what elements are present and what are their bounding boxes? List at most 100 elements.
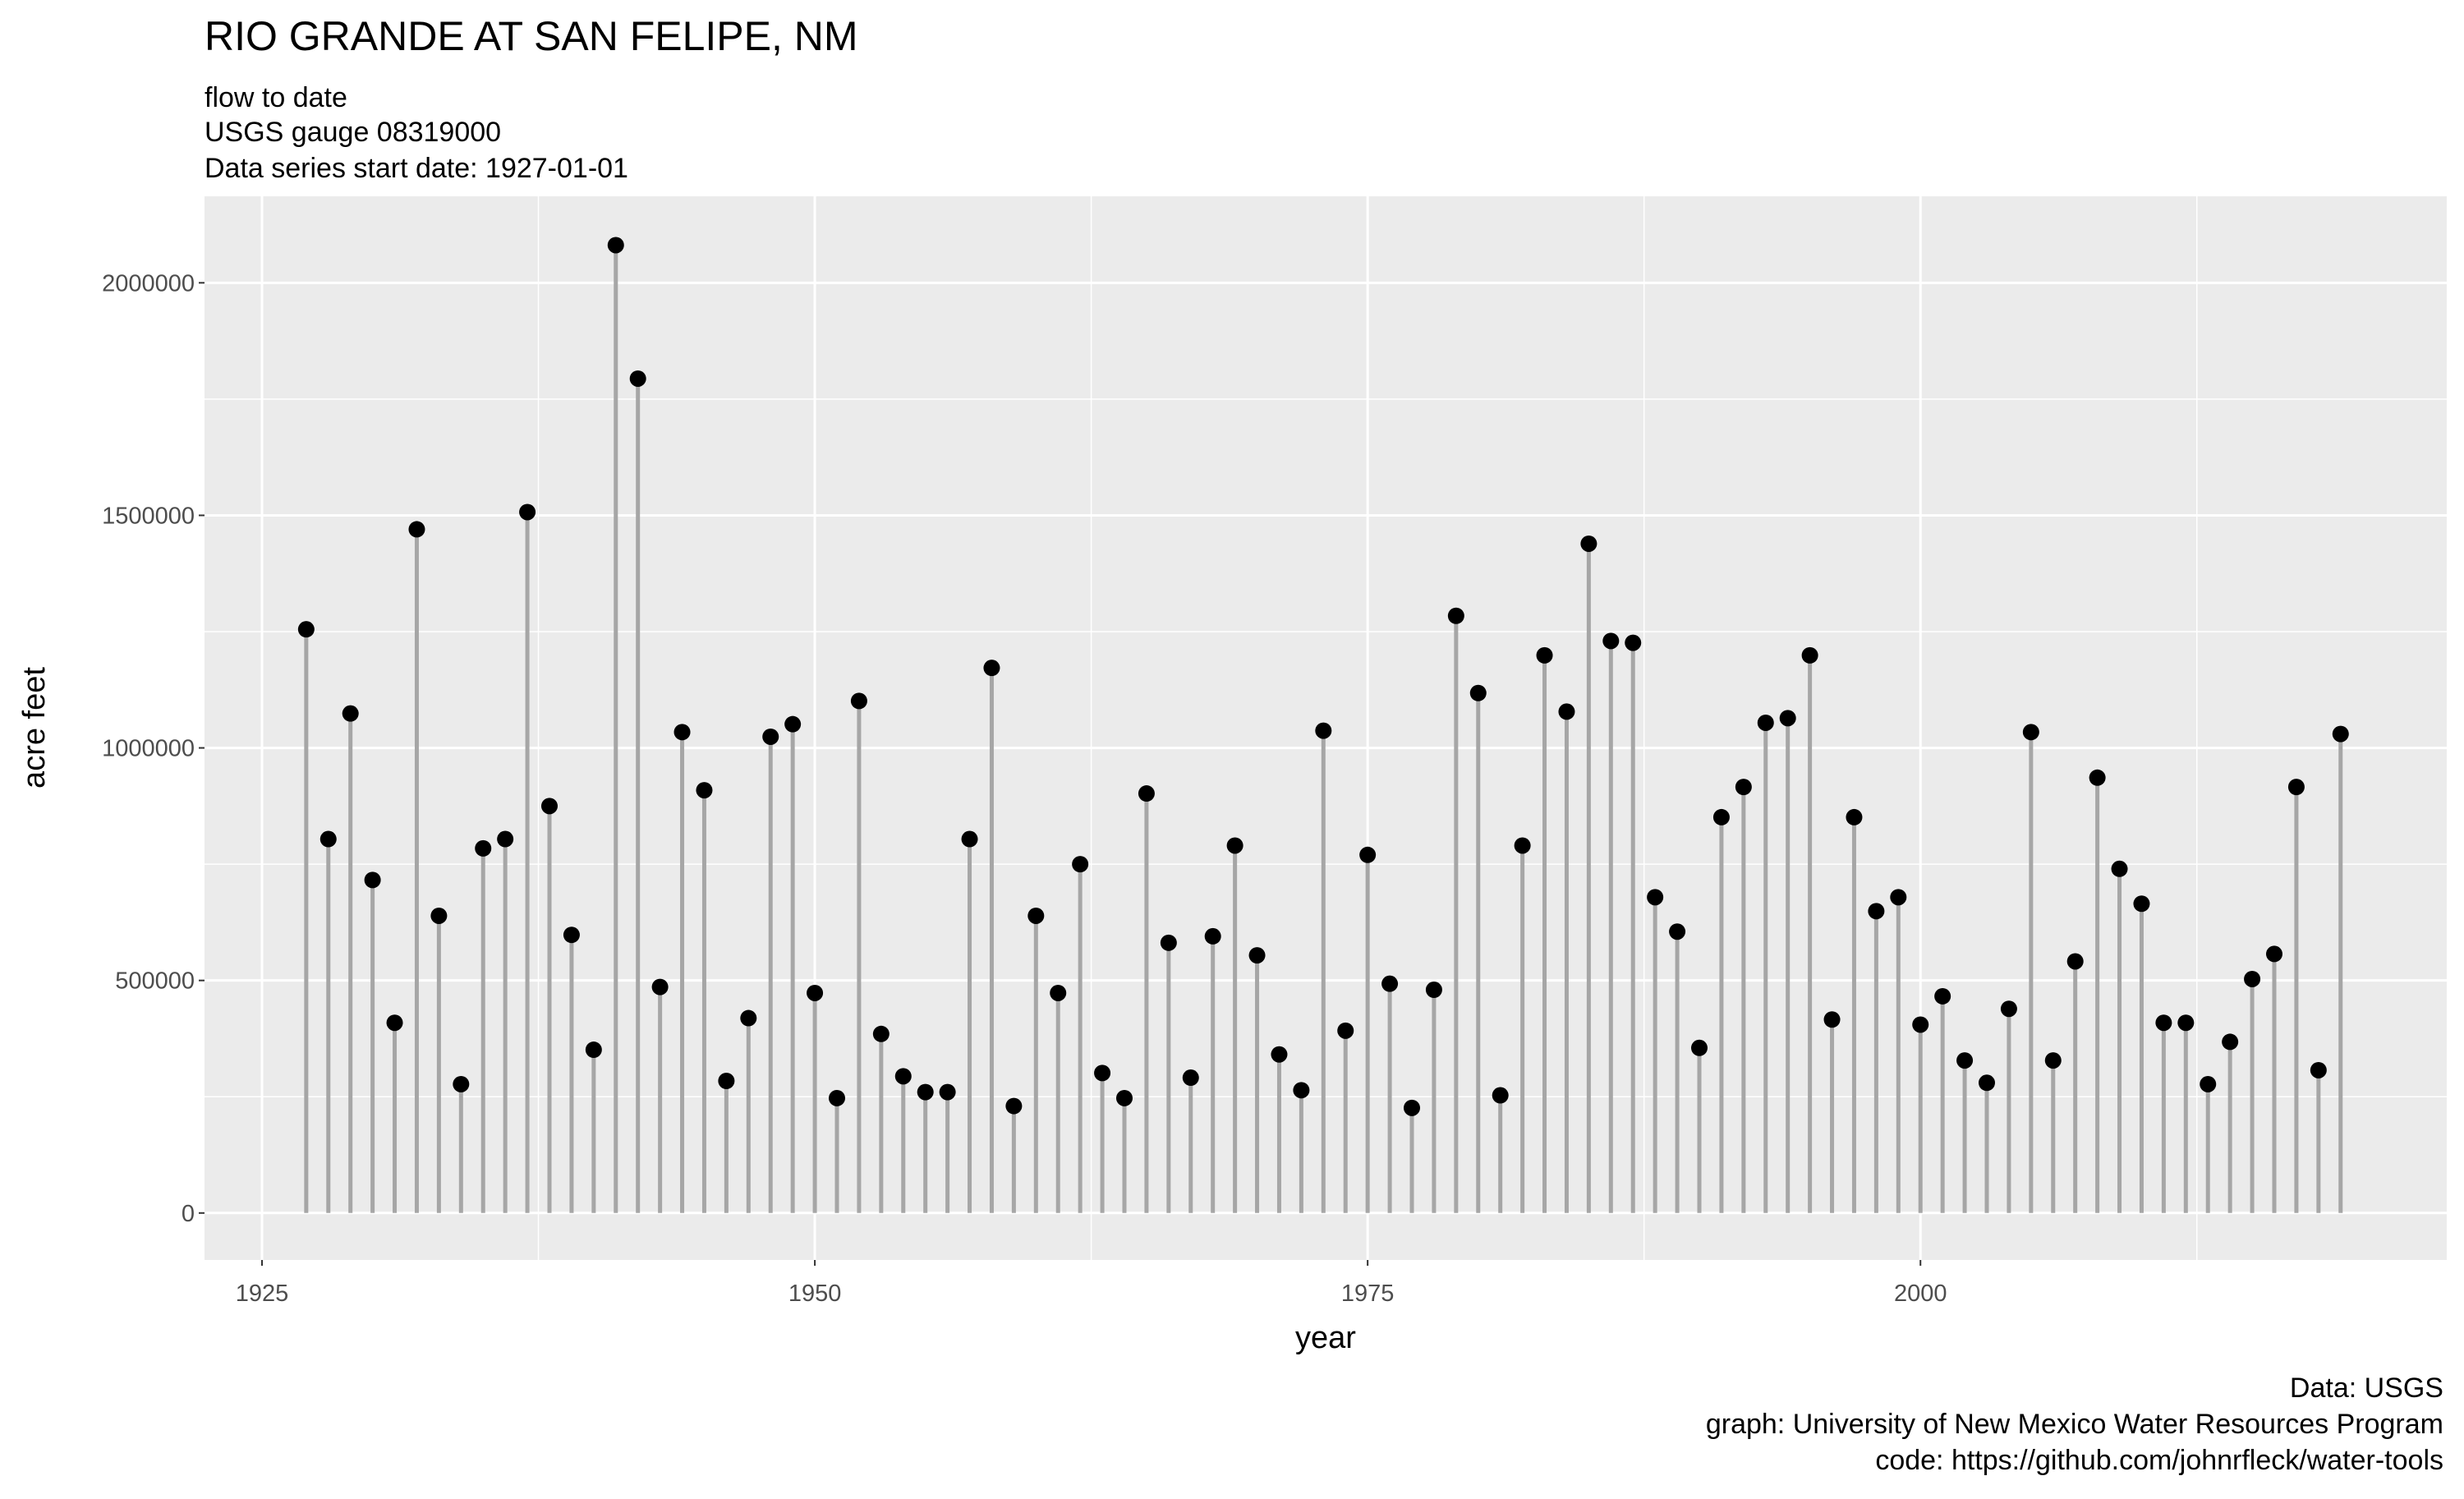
point — [673, 724, 691, 741]
x-tick-label: 2000 — [1894, 1281, 1947, 1307]
point — [1182, 1069, 1199, 1087]
point — [961, 830, 978, 848]
point — [1337, 1022, 1354, 1039]
y-tick-label: 0 — [182, 1201, 195, 1227]
point — [807, 984, 824, 1001]
caption: code: https://github.com/johnrfleck/wate… — [1875, 1445, 2443, 1476]
point — [1138, 785, 1155, 802]
point — [1801, 646, 1818, 664]
point — [585, 1041, 602, 1059]
point — [2332, 725, 2349, 743]
point — [1404, 1099, 1420, 1116]
point — [2089, 769, 2106, 786]
x-tick-label: 1950 — [788, 1281, 842, 1307]
point — [1735, 779, 1752, 796]
y-tick-label: 2000000 — [102, 270, 195, 297]
point — [784, 715, 802, 733]
point — [762, 728, 779, 745]
point — [2222, 1033, 2239, 1051]
point — [1359, 846, 1377, 863]
point — [430, 907, 448, 924]
subtitle: flow to date — [205, 82, 347, 113]
point — [1271, 1046, 1288, 1063]
point — [651, 978, 669, 996]
x-tick-label: 1925 — [236, 1281, 289, 1307]
chart-title: RIO GRANDE AT SAN FELIPE, NM — [205, 13, 858, 59]
point — [696, 782, 713, 799]
point — [1647, 889, 1664, 906]
point — [497, 830, 514, 848]
point — [1492, 1087, 1509, 1104]
point — [2000, 1000, 2017, 1018]
point — [297, 621, 315, 638]
y-tick-label: 1000000 — [102, 736, 195, 762]
subtitle: Data series start date: 1927-01-01 — [205, 153, 628, 184]
point — [1204, 927, 1221, 945]
point — [1912, 1016, 1929, 1033]
point — [917, 1083, 934, 1101]
point — [1425, 982, 1442, 999]
point — [718, 1072, 735, 1089]
point — [939, 1083, 956, 1101]
point — [1160, 934, 1177, 951]
point — [2287, 779, 2305, 796]
point — [983, 660, 1000, 677]
point — [1005, 1097, 1023, 1115]
point — [541, 798, 558, 815]
point — [1050, 984, 1067, 1001]
point — [2044, 1052, 2062, 1069]
y-axis-label: acre feet — [17, 667, 52, 789]
point — [1602, 632, 1620, 650]
point — [1868, 903, 1885, 920]
point — [342, 705, 359, 722]
point — [1293, 1082, 1310, 1099]
point — [872, 1025, 890, 1042]
point — [1072, 856, 1089, 873]
point — [1514, 837, 1531, 854]
point — [453, 1075, 470, 1092]
point — [2200, 1075, 2217, 1092]
point — [1779, 710, 1796, 727]
point — [1757, 714, 1774, 731]
point — [1469, 684, 1487, 701]
point — [519, 503, 536, 521]
point — [475, 839, 492, 857]
point — [1669, 923, 1686, 940]
point — [607, 237, 624, 254]
point — [1315, 722, 1332, 739]
point — [1712, 808, 1730, 825]
point — [740, 1009, 757, 1027]
point — [386, 1014, 403, 1032]
point — [1846, 808, 1863, 825]
point — [894, 1068, 912, 1085]
point — [1226, 837, 1243, 854]
caption: Data: USGS — [2290, 1373, 2443, 1404]
point — [2244, 970, 2261, 987]
point — [2266, 945, 2282, 963]
point — [1536, 646, 1553, 664]
subtitle: USGS gauge 08319000 — [205, 117, 501, 148]
point — [1447, 607, 1464, 624]
point — [2111, 860, 2128, 877]
caption: graph: University of New Mexico Water Re… — [1706, 1409, 2443, 1440]
point — [2066, 953, 2084, 970]
point — [1558, 703, 1575, 720]
point — [2022, 724, 2039, 741]
point — [1116, 1089, 1133, 1106]
point — [1823, 1011, 1841, 1028]
point — [563, 927, 580, 944]
x-tick-label: 1975 — [1341, 1281, 1395, 1307]
point — [1934, 987, 1951, 1005]
point — [2310, 1061, 2327, 1078]
y-tick-label: 500000 — [115, 968, 195, 995]
point — [1691, 1039, 1708, 1056]
point — [2133, 895, 2150, 913]
point — [1094, 1064, 1111, 1082]
point — [1381, 975, 1399, 992]
point — [1979, 1074, 1995, 1092]
point — [1890, 889, 1907, 906]
y-tick-label: 1500000 — [102, 503, 195, 529]
point — [629, 370, 646, 387]
point — [364, 871, 381, 889]
